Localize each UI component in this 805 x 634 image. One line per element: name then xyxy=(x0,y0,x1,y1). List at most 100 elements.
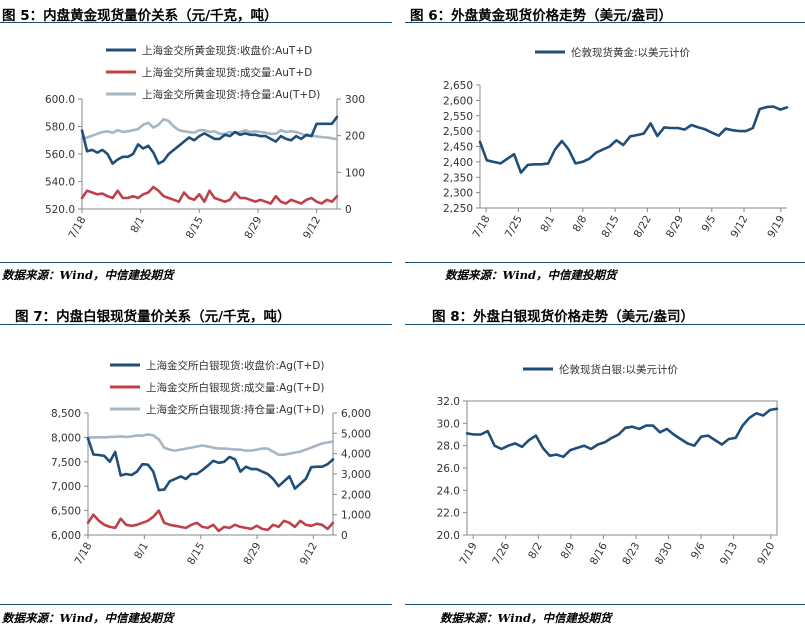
x-tick-label: 9/19 xyxy=(765,214,787,240)
y-tick-label: 7,500 xyxy=(51,457,81,469)
series-line-0 xyxy=(86,437,335,492)
y2-tick-label: 2,000 xyxy=(341,489,371,501)
y-tick-label: 2,300 xyxy=(443,188,473,200)
figure-6-title: 图 6：外盘黄金现货价格走势（美元/盎司） xyxy=(410,8,673,24)
y-tick-label: 2,400 xyxy=(443,157,473,169)
series-line-0 xyxy=(80,115,339,165)
figure-5-bottom-rule xyxy=(0,262,392,263)
figure-6-rule xyxy=(405,22,805,23)
figure-7-title: 图 7：内盘白银现货量价关系（元/千克，吨） xyxy=(15,309,291,325)
y2-tick-label: 4,000 xyxy=(341,449,371,461)
y-tick-label: 540.0 xyxy=(45,177,75,189)
legend-label-0: 上海金交所白银现货:收盘价:Ag(T+D) xyxy=(146,359,324,372)
y2-tick-label: 200 xyxy=(345,131,365,143)
x-tick-label: 8/29 xyxy=(241,541,263,567)
x-tick-label: 8/23 xyxy=(620,541,642,567)
x-tick-label: 8/16 xyxy=(588,540,610,567)
legend-label-1: 上海金交所黄金现货:成交量:AuT+D xyxy=(142,66,312,79)
figure-5-title: 图 5：内盘黄金现货量价关系（元/千克，吨） xyxy=(2,8,278,24)
x-tick-label: 8/22 xyxy=(632,214,654,240)
figure-7-rule xyxy=(0,324,392,325)
x-tick-label: 7/19 xyxy=(458,541,480,567)
figure-7-source: 数据来源：Wind，中信建投期货 xyxy=(2,611,174,625)
x-tick-label: 7/18 xyxy=(471,214,493,240)
y2-tick-label: 6,000 xyxy=(341,408,371,420)
y2-tick-label: 5,000 xyxy=(341,428,371,440)
figure-7-bottom-rule xyxy=(0,604,392,605)
x-tick-label: 9/12 xyxy=(298,541,320,567)
figure-6-chart: 2,250 2,300 2,350 2,400 2,450 2,500 2,550 2,600… xyxy=(405,23,805,263)
y-tick-label: 580.0 xyxy=(45,122,75,134)
x-tick-label: 7/25 xyxy=(503,214,525,240)
y-tick-label: 6,500 xyxy=(51,506,81,518)
y-tick-label: 20.0 xyxy=(437,530,460,542)
series-line-0 xyxy=(465,407,779,459)
x-tick-label: 8/1 xyxy=(132,541,151,562)
y-tick-label: 30.0 xyxy=(437,418,460,430)
x-tick-label: 9/6 xyxy=(689,540,708,561)
y-tick-label: 2,250 xyxy=(443,203,473,215)
y2-tick-label: 3,000 xyxy=(341,469,371,481)
y2-tick-label: 300 xyxy=(345,94,365,106)
x-tick-label: 7/18 xyxy=(66,215,88,241)
y-tick-label: 32.0 xyxy=(437,396,460,408)
legend-label-0: 伦敦现货黄金:以美元计价 xyxy=(571,46,691,59)
x-tick-label: 8/29 xyxy=(242,215,264,241)
x-tick-label: 7/26 xyxy=(490,540,512,567)
x-tick-label: 8/15 xyxy=(185,541,207,567)
figure-8-chart: 20.0 22.0 24.0 26.0 28.0 30.0 32.0 7/19 7/26 8/2 8… xyxy=(405,325,805,600)
y-tick-label: 24.0 xyxy=(437,485,460,497)
figure-5-chart: 520.0 540.0 560.0 580.0 600.0 0 100 200 300 7/18 8… xyxy=(0,23,395,263)
y-tick-label: 22.0 xyxy=(437,508,460,520)
y-tick-label: 2,500 xyxy=(443,126,473,138)
x-tick-label: 9/12 xyxy=(301,215,323,241)
y-tick-label: 2,550 xyxy=(443,111,473,123)
figure-6-source: 数据来源：Wind，中信建投期货 xyxy=(445,268,617,282)
y2-tick-label: 0 xyxy=(345,204,352,216)
figure-7-chart: 6,000 6,500 7,000 7,500 8,000 8,500 0 1,000 2,00… xyxy=(0,325,395,600)
legend-label-0: 上海金交所黄金现货:收盘价:AuT+D xyxy=(142,44,312,57)
figure-8-bottom-rule xyxy=(405,604,805,605)
plot-frame xyxy=(466,400,778,536)
figure-5-rule xyxy=(0,22,392,23)
figure-6-bottom-rule xyxy=(405,262,805,263)
x-tick-label: 8/30 xyxy=(653,541,675,567)
figure-8-source: 数据来源：Wind，中信建投期货 xyxy=(440,611,612,625)
y-tick-label: 600.0 xyxy=(45,94,75,106)
y-tick-label: 6,000 xyxy=(51,530,81,542)
legend-label-2: 上海金交所黄金现货:持仓量:Au(T+D) xyxy=(142,88,320,101)
y-tick-label: 7,000 xyxy=(51,481,81,493)
x-tick-label: 8/15 xyxy=(599,214,621,240)
x-tick-label: 8/1 xyxy=(538,214,557,235)
x-tick-label: 9/13 xyxy=(718,541,740,567)
legend-label-0: 伦敦现货白银:以美元计价 xyxy=(559,363,679,376)
y2-tick-label: 1,000 xyxy=(341,510,371,522)
x-tick-label: 8/29 xyxy=(664,214,686,240)
y-tick-label: 2,650 xyxy=(443,80,473,92)
legend-label-2: 上海金交所白银现货:持仓量:Ag(T+D) xyxy=(146,403,324,416)
y2-tick-label: 100 xyxy=(345,167,365,179)
x-tick-label: 9/12 xyxy=(728,214,750,240)
x-tick-label: 9/5 xyxy=(700,214,719,235)
y-tick-label: 520.0 xyxy=(45,204,75,216)
y-tick-label: 8,500 xyxy=(51,408,81,420)
figure-8-title: 图 8：外盘白银现货价格走势（美元/盎司） xyxy=(432,309,695,325)
x-tick-label: 8/8 xyxy=(571,214,590,235)
y-tick-label: 8,000 xyxy=(51,432,81,444)
x-tick-label: 8/2 xyxy=(526,541,545,562)
y2-tick-label: 0 xyxy=(341,530,348,542)
y-tick-label: 2,450 xyxy=(443,142,473,154)
series-line-1 xyxy=(86,509,335,533)
series-line-1 xyxy=(80,185,339,205)
x-tick-label: 9/20 xyxy=(755,541,777,567)
x-tick-label: 8/15 xyxy=(184,215,206,241)
x-tick-label: 8/9 xyxy=(559,541,578,562)
series-line-0 xyxy=(478,105,789,174)
x-tick-label: 7/18 xyxy=(72,541,94,567)
figure-8-rule xyxy=(405,324,805,325)
y-tick-label: 2,350 xyxy=(443,172,473,184)
x-tick-label: 8/1 xyxy=(128,215,147,236)
figure-5-source: 数据来源：Wind，中信建投期货 xyxy=(2,268,174,282)
legend-label-1: 上海金交所白银现货:成交量:Ag(T+D) xyxy=(146,381,324,394)
series-line-2 xyxy=(86,433,335,456)
